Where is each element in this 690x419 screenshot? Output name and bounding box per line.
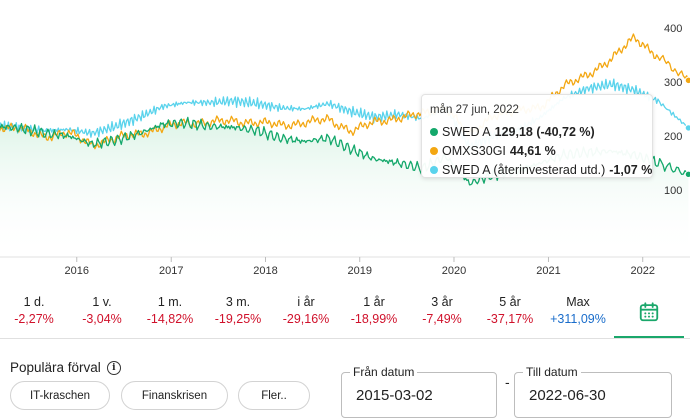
period-5y[interactable]: 5 år -37,17%: [476, 287, 544, 339]
tooltip-series-value: 44,61 %: [509, 143, 556, 158]
from-date-field[interactable]: Från datum 2015-03-02: [341, 365, 497, 418]
period-change: +311,09%: [550, 312, 606, 326]
period-label: 1 v.: [92, 295, 112, 309]
x-tick-label: 2022: [630, 265, 654, 277]
x-tick-label: 2017: [159, 265, 183, 277]
to-date-value: 2022-06-30: [529, 387, 606, 404]
period-label: 1 d.: [23, 295, 45, 309]
period-label: 3 år: [431, 295, 453, 309]
tooltip-series-name: SWED A (återinvesterad utd.): [442, 162, 606, 177]
y-tick-label: 300: [664, 77, 682, 89]
tooltip-date: mån 27 jun, 2022: [430, 104, 519, 116]
tooltip-row-omx: OMXS30GI 44,61 %: [430, 141, 644, 160]
tooltip-series-name: SWED A: [442, 124, 491, 139]
x-tick-label: 2019: [347, 265, 371, 277]
hover-point: [684, 124, 690, 132]
chart-tooltip: mån 27 jun, 2022 SWED A 129,18 (-40,72 %…: [421, 94, 653, 178]
range-separator: -: [505, 374, 510, 390]
period-max[interactable]: Max +311,09%: [544, 287, 612, 339]
period-change: -14,82%: [146, 312, 194, 326]
period-change: -19,25%: [214, 312, 262, 326]
period-change: -37,17%: [486, 312, 534, 326]
to-date-field[interactable]: Till datum 2022-06-30: [514, 365, 672, 418]
period-change: -18,99%: [350, 312, 398, 326]
to-date-label: Till datum: [523, 365, 581, 379]
from-date-value: 2015-03-02: [356, 387, 433, 404]
period-label: Max: [566, 295, 590, 309]
omx-legend-dot: [430, 146, 438, 155]
tooltip-row-reinvested: SWED A (återinvesterad utd.) -1,07 %: [430, 160, 652, 179]
x-tick-label: 2018: [253, 265, 277, 277]
x-tick-label: 2021: [536, 265, 560, 277]
tooltip-row-swed: SWED A 129,18 (-40,72 %): [430, 122, 644, 141]
period-label: 1 år: [363, 295, 385, 309]
preset-financial-crisis[interactable]: Finanskrisen: [121, 381, 228, 410]
info-icon[interactable]: i: [106, 360, 121, 375]
period-label: 5 år: [499, 295, 521, 309]
period-label: 1 m.: [157, 295, 183, 309]
reinvested-legend-dot: [430, 165, 438, 174]
swed-legend-dot: [430, 127, 438, 136]
period-1d[interactable]: 1 d. -2,27%: [0, 287, 68, 339]
period-change: -29,16%: [282, 312, 330, 326]
period-3m[interactable]: 3 m. -19,25%: [204, 287, 272, 339]
from-date-label: Från datum: [350, 365, 418, 379]
period-1y[interactable]: 1 år -18,99%: [340, 287, 408, 339]
period-selector: 1 d. -2,27% 1 v. -3,04% 1 m. -14,82% 3 m. -1…: [0, 287, 690, 339]
custom-range-tab[interactable]: [614, 287, 684, 338]
divider: [0, 338, 690, 339]
period-1w[interactable]: 1 v. -3,04%: [68, 287, 136, 339]
period-label: 3 m.: [225, 295, 251, 309]
popular-presets-title: Populära förval i: [10, 360, 121, 375]
x-tick-label: 2020: [442, 265, 466, 277]
y-tick-label: 400: [664, 23, 682, 35]
tooltip-series-name: OMXS30GI: [442, 143, 506, 158]
price-chart[interactable]: 2016 2017 2018 2019 2020 2021 2022 400 300 200 10…: [0, 0, 690, 285]
period-change: -7,49%: [422, 312, 462, 326]
tooltip-series-value: -1,07 %: [609, 162, 653, 177]
hover-point: [684, 76, 690, 85]
tooltip-series-value: 129,18 (-40,72 %): [494, 124, 595, 139]
preset-it-crash[interactable]: IT-kraschen: [10, 381, 110, 410]
period-change: -2,27%: [14, 312, 54, 326]
preset-more[interactable]: Fler..: [238, 381, 310, 410]
swed-area: [0, 117, 689, 257]
period-ytd[interactable]: i år -29,16%: [272, 287, 340, 339]
calendar-icon: [639, 301, 659, 321]
hover-point: [684, 170, 690, 179]
period-change: -3,04%: [82, 312, 122, 326]
x-tick-label: 2016: [65, 265, 89, 277]
y-tick-label: 200: [664, 131, 682, 143]
period-label: i år: [297, 295, 315, 309]
popular-presets-label: Populära förval: [10, 360, 101, 375]
period-1m[interactable]: 1 m. -14,82%: [136, 287, 204, 339]
y-tick-label: 100: [664, 185, 682, 197]
period-3y[interactable]: 3 år -7,49%: [408, 287, 476, 339]
